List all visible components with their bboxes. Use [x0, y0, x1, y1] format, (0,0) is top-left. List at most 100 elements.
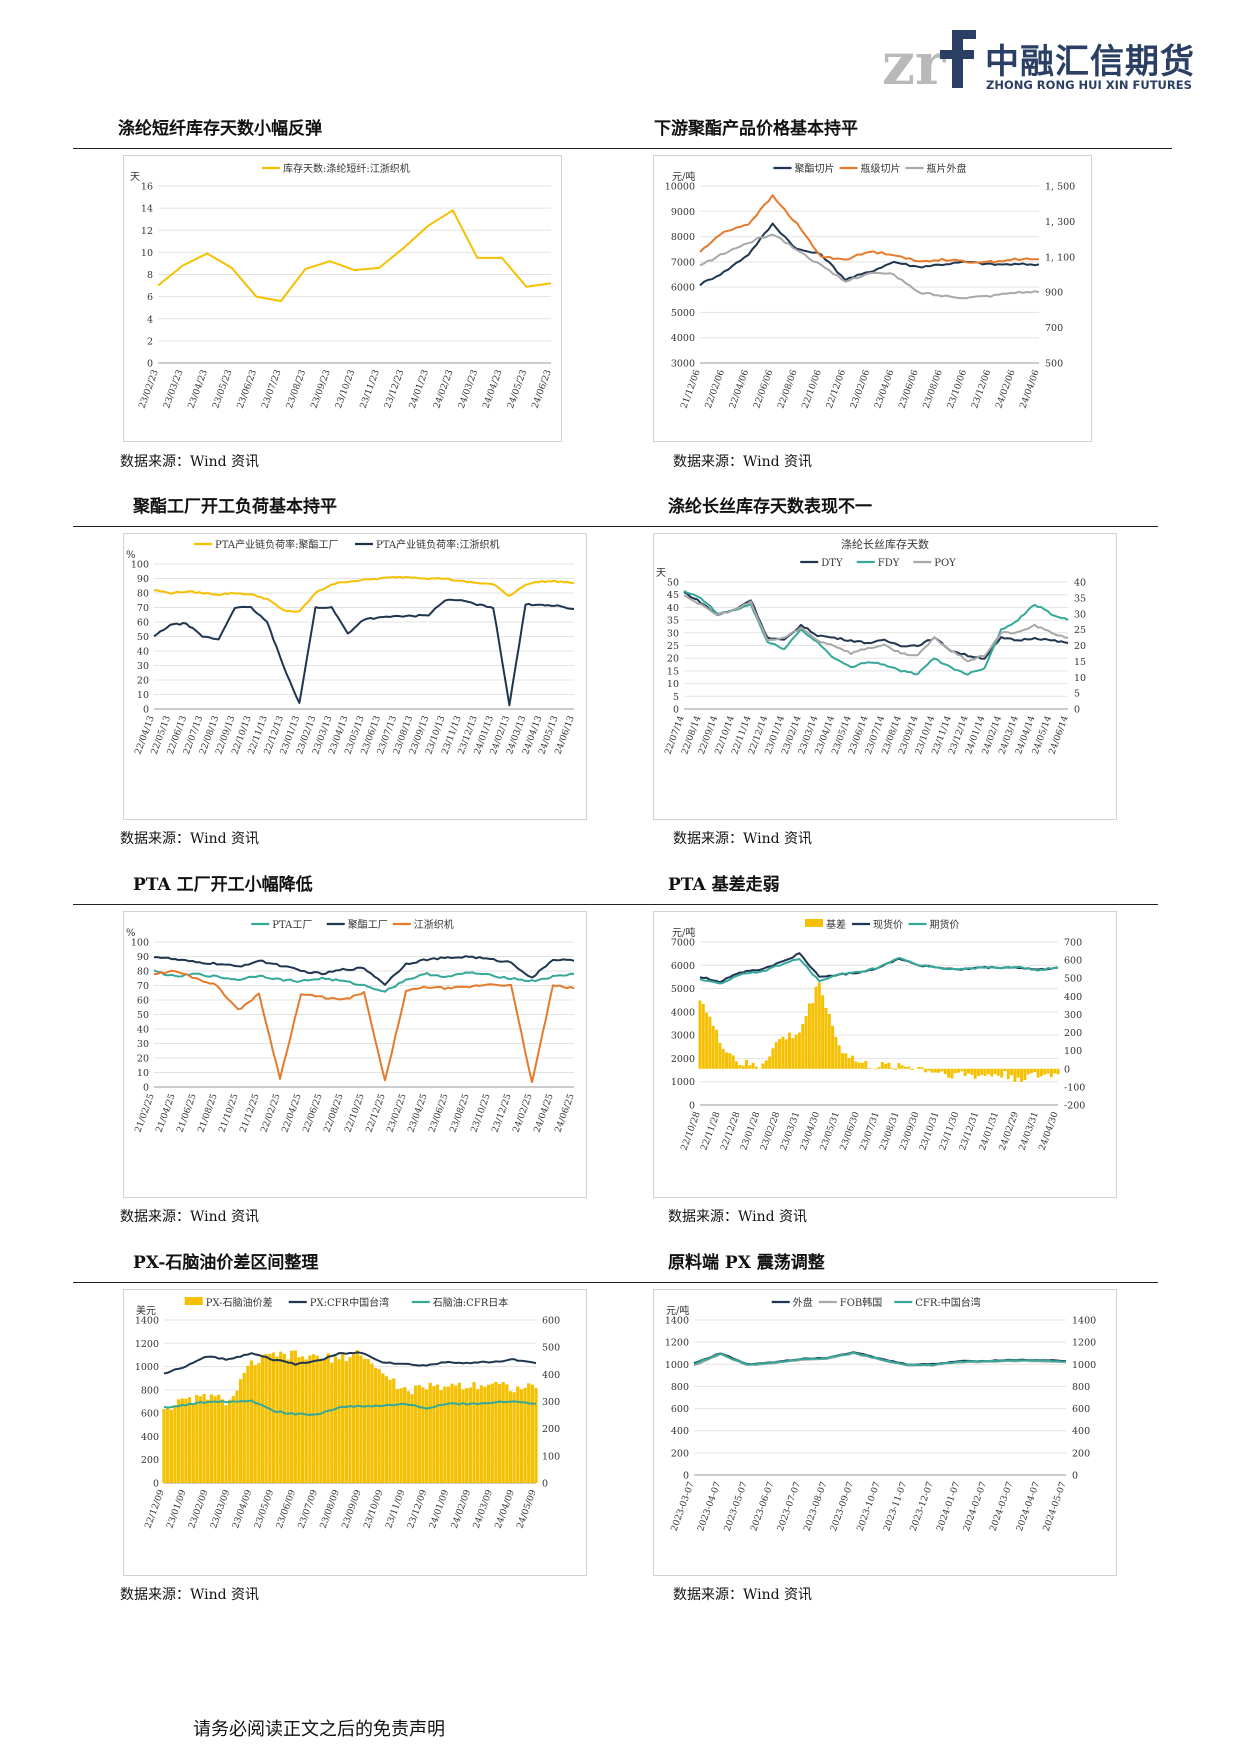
bar — [927, 1068, 931, 1071]
y2-tick-label: 15 — [1074, 657, 1086, 668]
x-tick-label: 23/02/25 — [386, 1092, 409, 1134]
bar — [993, 1068, 997, 1074]
bar — [844, 1053, 848, 1069]
bar — [781, 1036, 785, 1069]
bar — [741, 1065, 745, 1069]
bar — [490, 1383, 494, 1483]
x-tick-label: 23/05/09 — [253, 1488, 276, 1530]
x-tick-label: 23/08/09 — [319, 1488, 342, 1530]
bar — [847, 1057, 851, 1069]
bar — [235, 1390, 239, 1483]
bar — [930, 1068, 934, 1073]
bar — [348, 1357, 352, 1483]
x-tick-label: 24/06/23 — [531, 368, 554, 410]
bar — [983, 1068, 987, 1077]
series-line — [683, 591, 1069, 660]
bar — [377, 1369, 381, 1483]
data-source-6: 数据来源：Wind 资讯 — [668, 1209, 808, 1225]
x-tick-label: 22/06/06 — [752, 368, 775, 410]
bar — [198, 1396, 203, 1483]
x-tick-label: 21/02/25 — [134, 1092, 157, 1134]
x-tick-label: 22/12/09 — [144, 1488, 167, 1530]
y-tick-label: 10 — [667, 679, 679, 690]
bar — [242, 1372, 246, 1483]
bar — [279, 1351, 283, 1483]
y-tick-label: 200 — [141, 1455, 159, 1466]
y-tick-label: 20 — [137, 1054, 149, 1065]
y-tick-label: 200 — [671, 1448, 689, 1459]
x-tick-label: 23/08/23 — [285, 368, 308, 410]
x-tick-label: 22/12/28 — [719, 1110, 742, 1152]
bar — [947, 1068, 951, 1078]
x-tick-label: 23/04/30 — [799, 1110, 822, 1152]
bar — [701, 1004, 705, 1069]
legend-label: DTY — [821, 558, 843, 569]
x-tick-label: 22/11/28 — [699, 1110, 722, 1152]
series-line — [153, 955, 575, 986]
bar — [715, 1029, 719, 1069]
y-tick-label: 5 — [673, 692, 679, 703]
y-axis-label: 天 — [130, 172, 140, 183]
bar — [224, 1405, 228, 1483]
bar — [774, 1042, 778, 1069]
x-tick-label: 21/10/25 — [218, 1092, 241, 1134]
bar — [708, 1016, 712, 1069]
y2-tick-label: 700 — [1045, 323, 1063, 334]
series-line — [693, 1351, 1067, 1367]
y-tick-label: 1000 — [665, 1360, 689, 1371]
x-tick-label: 24/05/23 — [506, 368, 529, 410]
x-tick-label: 24/02/23 — [432, 368, 455, 410]
x-tick-label: 22/10/06 — [801, 368, 824, 410]
bar — [854, 1061, 858, 1069]
x-tick-label: 22/08/06 — [776, 368, 799, 410]
bar — [355, 1350, 359, 1483]
bar — [220, 1399, 224, 1483]
bar — [1043, 1068, 1047, 1075]
bar — [435, 1384, 440, 1483]
bar — [461, 1389, 465, 1483]
x-tick-label: 2023-10-07 — [856, 1480, 883, 1532]
bar — [384, 1376, 389, 1483]
bar — [807, 1003, 811, 1069]
y2-tick-label: 0 — [1074, 705, 1080, 716]
bar — [166, 1407, 170, 1483]
bar — [973, 1068, 977, 1079]
bar — [1056, 1068, 1060, 1075]
x-tick-label: 21/04/25 — [155, 1092, 178, 1134]
x-tick-label: 23/10/23 — [334, 368, 357, 410]
bar — [293, 1350, 297, 1483]
bar — [857, 1062, 861, 1069]
y-tick-label: 1400 — [135, 1316, 159, 1327]
bar — [195, 1395, 199, 1483]
x-tick-label: 2023-07-07 — [776, 1480, 803, 1532]
bar — [359, 1355, 363, 1483]
x-tick-label: 22/06/25 — [302, 1092, 325, 1134]
y-tick-label: 800 — [671, 1382, 689, 1393]
bar — [834, 1036, 838, 1069]
legend-swatch — [805, 919, 823, 927]
y2-tick-label: 1, 300 — [1045, 217, 1075, 228]
x-tick-label: 23/06/25 — [428, 1092, 451, 1134]
legend-label: 外盘 — [793, 1296, 813, 1309]
bar — [728, 1053, 732, 1069]
bar — [446, 1386, 451, 1483]
x-tick-label: 23/04/25 — [407, 1092, 430, 1134]
y2-tick-label: 35 — [1074, 593, 1086, 604]
legend-label: 现货价 — [873, 918, 903, 931]
bar — [821, 995, 825, 1069]
legend-label: PTA产业链负荷率:江浙织机 — [376, 538, 499, 551]
legend-label: 聚酯切片 — [795, 162, 835, 175]
x-tick-label: 24/02/06 — [994, 368, 1017, 410]
chart-3: % 0 10 20 30 40 50 60 70 80 90 100 22/04/13 22/05/13 2… — [123, 533, 587, 820]
y-tick-label: 800 — [141, 1385, 159, 1396]
y2-tick-label: 900 — [1045, 288, 1063, 299]
bar — [249, 1360, 254, 1483]
x-tick-label: 2023-05-07 — [723, 1480, 750, 1532]
x-tick-label: 23/08/31 — [878, 1111, 901, 1152]
x-tick-label: 23/06/30 — [839, 1110, 862, 1152]
y-tick-label: 90 — [137, 952, 149, 963]
x-tick-label: 22/02/25 — [260, 1092, 283, 1134]
bar — [744, 1059, 748, 1069]
bar — [297, 1357, 301, 1483]
bar — [996, 1068, 1000, 1076]
